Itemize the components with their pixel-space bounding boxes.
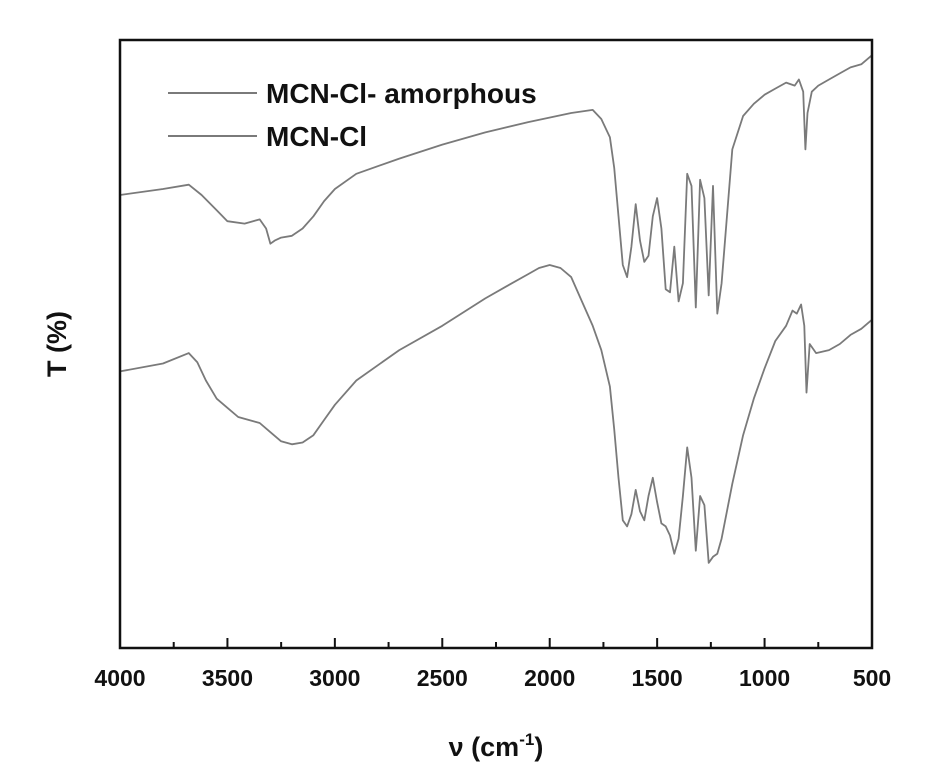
legend: MCN-Cl- amorphous MCN-Cl <box>168 78 537 152</box>
x-axis-title: ν (cm-1) <box>449 730 544 762</box>
x-tick-label-3500: 3500 <box>202 665 253 691</box>
x-tick-label-4000: 4000 <box>94 665 145 691</box>
x-tick-label-1500: 1500 <box>632 665 683 691</box>
x-tick-label-1000: 1000 <box>739 665 790 691</box>
x-axis-title-superscript: -1 <box>519 730 534 749</box>
y-axis-title: T (%) <box>42 311 72 377</box>
x-axis-title-close: ) <box>534 732 543 762</box>
x-tick-label-2000: 2000 <box>524 665 575 691</box>
legend-label-mcn-cl: MCN-Cl <box>266 121 367 152</box>
legend-label-amorphous: MCN-Cl- amorphous <box>266 78 537 109</box>
plot-lines <box>120 55 872 563</box>
x-axis-ticks: 4000 3500 3000 2500 2000 1500 1000 500 <box>94 638 891 691</box>
x-tick-label-3000: 3000 <box>309 665 360 691</box>
x-axis-title-main: ν (cm <box>449 732 520 762</box>
plot-frame <box>120 40 872 648</box>
series-line-1 <box>120 265 872 563</box>
x-tick-label-2500: 2500 <box>417 665 468 691</box>
x-tick-label-500: 500 <box>853 665 891 691</box>
